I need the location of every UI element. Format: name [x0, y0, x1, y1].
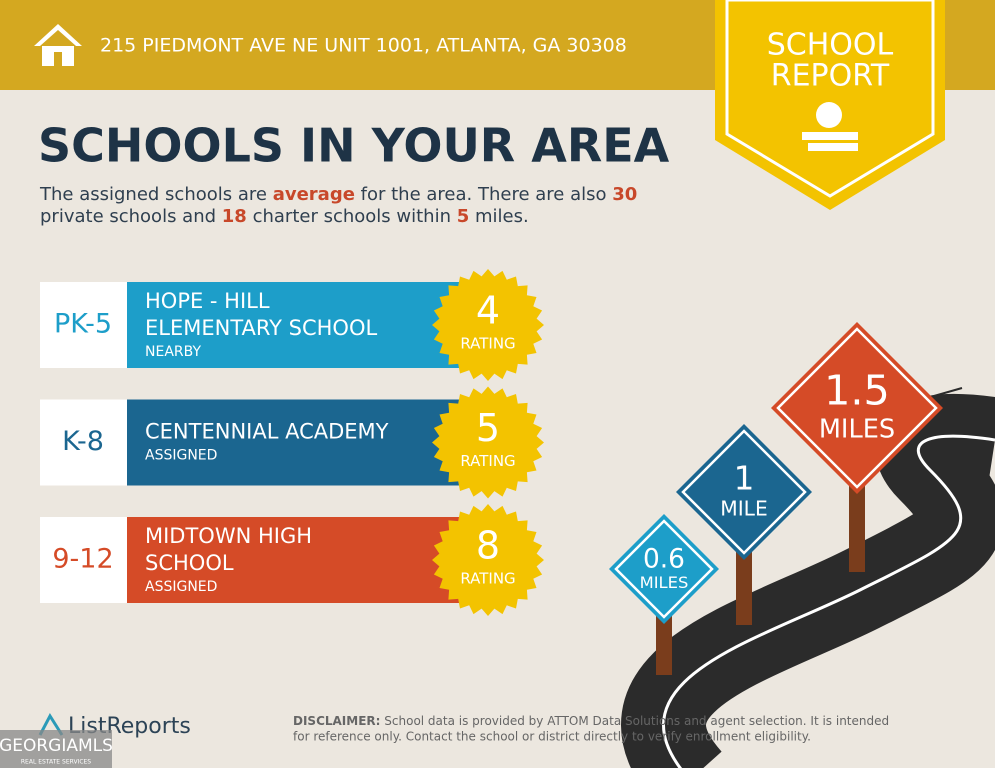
school-status: ASSIGNED	[145, 448, 217, 464]
sign-border	[681, 429, 807, 555]
rating-label: RATING	[460, 570, 515, 588]
school-bar	[127, 399, 472, 486]
sign-border	[614, 519, 714, 619]
grade-box	[40, 282, 127, 368]
intro-highlight: average	[273, 184, 355, 205]
rating-label: RATING	[460, 335, 515, 353]
sign-body	[771, 322, 943, 494]
intro-text: charter schools within	[253, 206, 451, 227]
sign-distance: 1	[734, 460, 755, 498]
grade-box	[40, 399, 127, 486]
rating: 4	[476, 289, 500, 333]
intro-line: private schools and 18 charter schools w…	[40, 206, 529, 227]
grades: PK-5	[54, 309, 112, 340]
grades: K-8	[62, 426, 104, 457]
sign-distance: 1.5	[824, 367, 890, 415]
intro-line: The assigned schools are average for the…	[39, 184, 637, 205]
grade-box	[40, 517, 127, 603]
school-bar	[127, 517, 472, 603]
school-list: PK-5 HOPE - HILL ELEMENTARY SCHOOL NEARBY 4 R…	[40, 269, 544, 616]
sign-unit: MILE	[720, 496, 767, 520]
home-icon	[34, 24, 82, 66]
sign-unit: MILES	[819, 415, 895, 445]
sign-body	[609, 514, 719, 624]
disclaimer-text: for reference only. Contact the school o…	[293, 730, 811, 744]
rating-label: RATING	[460, 452, 515, 470]
sign-body	[676, 424, 812, 560]
badge	[715, 0, 945, 210]
intro-highlight: 30	[612, 184, 637, 205]
grades: 9-12	[52, 544, 113, 575]
intro-text: private schools and	[40, 206, 216, 227]
disclaimer: DISCLAIMER: School data is provided by A…	[293, 714, 889, 728]
rating: 5	[476, 406, 500, 450]
intro-text: The assigned schools are	[39, 184, 267, 205]
intro-text: miles.	[475, 206, 529, 227]
intro-text: for the area. There are also	[361, 184, 607, 205]
sign-border	[776, 327, 938, 489]
school-status: NEARBY	[145, 344, 201, 360]
school-name: ELEMENTARY SCHOOL	[145, 316, 377, 340]
badge-line: REPORT	[771, 59, 890, 94]
intro-highlight: 18	[222, 206, 247, 227]
title: SCHOOLS IN YOUR AREA	[38, 119, 670, 173]
intro: The assigned schools are average for the…	[39, 184, 637, 227]
brand-icon	[38, 713, 64, 736]
school-name: HOPE - HILL	[145, 289, 270, 313]
watermark-box	[0, 730, 112, 768]
watermark-sub: REAL ESTATE SERVICES	[21, 759, 91, 766]
school-status: ASSIGNED	[145, 579, 217, 595]
rating-burst	[432, 269, 544, 381]
rating: 8	[476, 524, 500, 568]
rating-burst	[432, 504, 544, 616]
school-name: MIDTOWN HIGH	[145, 524, 312, 548]
school-bar	[127, 282, 472, 368]
disclaimer-text: School data is provided by ATTOM Data So…	[384, 714, 889, 728]
intro-highlight: 5	[457, 206, 470, 227]
watermark: GEORGIAMLS	[0, 736, 113, 756]
school-name: SCHOOL	[145, 551, 234, 575]
disclaimer-label: DISCLAIMER:	[293, 714, 380, 728]
sign-distance: 0.6	[643, 543, 685, 574]
badge-line: SCHOOL	[767, 28, 894, 63]
school-name: CENTENNIAL ACADEMY	[145, 420, 389, 444]
rating-burst	[432, 386, 544, 499]
address: 215 PIEDMONT AVE NE UNIT 1001, ATLANTA, …	[100, 35, 627, 57]
sign-unit: MILES	[640, 573, 689, 592]
